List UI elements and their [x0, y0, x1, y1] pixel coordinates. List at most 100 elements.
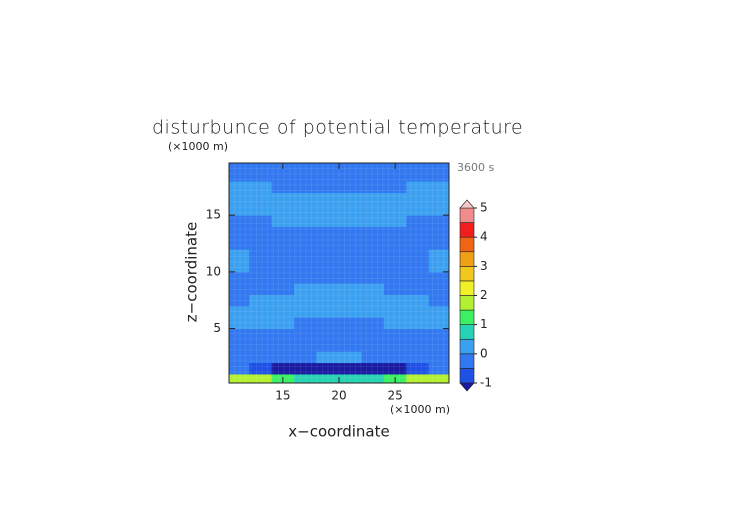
contour-cell: [361, 181, 385, 193]
colorbar-tick-label: 0: [480, 346, 488, 360]
contour-cell: [316, 226, 340, 239]
contour-cell: [229, 362, 250, 375]
contour-cell: [229, 328, 250, 341]
contour-cell: [339, 215, 362, 228]
contour-cell: [294, 339, 318, 352]
contour-cell: [294, 260, 318, 273]
contour-cell: [339, 373, 362, 383]
contour-cell: [271, 215, 295, 228]
contour-cell: [383, 305, 407, 318]
chart-title: disturbunce of potential temperature: [152, 117, 523, 139]
colorbar-segment: [459, 280, 475, 296]
contour-cell: [229, 192, 250, 205]
contour-cell: [249, 373, 273, 383]
contour-cell: [249, 249, 273, 262]
contour-cell: [271, 192, 295, 205]
contour-cell: [428, 373, 449, 383]
contour-cell: [271, 237, 295, 250]
contour-cell: [229, 249, 250, 262]
contour-cell: [361, 215, 385, 228]
contour-cell: [249, 215, 273, 228]
contour-cell: [406, 317, 430, 330]
contour-cell: [361, 260, 385, 273]
contour-cell: [294, 249, 318, 262]
contour-cell: [229, 163, 250, 171]
contour-cell: [229, 283, 250, 296]
contour-cell: [271, 169, 295, 182]
contour-cell: [428, 362, 449, 375]
contour-cell: [406, 249, 430, 262]
contour-cell: [361, 339, 385, 352]
colorbar-segment: [459, 295, 475, 311]
y-unit: (×1000 m): [168, 140, 228, 153]
contour-cell: [271, 271, 295, 284]
contour-cell: [316, 260, 340, 273]
contour-cell: [294, 373, 318, 383]
contour-cell: [316, 192, 340, 205]
contour-cell: [428, 339, 449, 352]
contour-cell: [229, 237, 250, 250]
contour-cell: [294, 294, 318, 307]
contour-cell: [428, 283, 449, 296]
contour-cell: [361, 237, 385, 250]
contour-cell: [406, 362, 430, 375]
contour-cell: [383, 181, 407, 193]
contour-cell: [339, 339, 362, 352]
contour-cell: [361, 328, 385, 341]
contour-cell: [406, 237, 430, 250]
contour-cell: [316, 362, 340, 375]
contour-cell: [428, 351, 449, 364]
contour-cell: [294, 226, 318, 239]
contour-cell: [294, 203, 318, 216]
contour-cell: [294, 271, 318, 284]
contour-cell: [271, 249, 295, 262]
x-tick-label: 15: [275, 389, 290, 403]
contour-cell: [406, 203, 430, 216]
x-tick-label: 20: [331, 389, 346, 403]
contour-cell: [316, 373, 340, 383]
contour-cell: [316, 203, 340, 216]
contour-cell: [428, 328, 449, 341]
contour-cell: [361, 249, 385, 262]
contour-cell: [383, 351, 407, 364]
contour-cell: [361, 305, 385, 318]
contour-cell: [294, 328, 318, 341]
contour-cell: [383, 203, 407, 216]
colorbar-tick-label: 4: [480, 230, 488, 244]
contour-cell: [316, 271, 340, 284]
contour-cell: [406, 163, 430, 171]
contour-cell: [294, 215, 318, 228]
contour-cell: [294, 192, 318, 205]
contour-cell: [339, 294, 362, 307]
contour-cell: [361, 163, 385, 171]
contour-cell: [229, 305, 250, 318]
contour-cell: [383, 339, 407, 352]
contour-cell: [316, 249, 340, 262]
contour-cell: [428, 226, 449, 239]
contour-cell: [406, 169, 430, 182]
x-unit: (×1000 m): [390, 403, 450, 416]
contour-cell: [229, 317, 250, 330]
y-tick-label: 10: [206, 264, 221, 278]
contour-cell: [294, 181, 318, 193]
contour-cell: [229, 203, 250, 216]
contour-cell: [316, 283, 340, 296]
colorbar-tick-label: 2: [480, 288, 488, 302]
contour-cell: [249, 328, 273, 341]
contour-cell: [339, 362, 362, 375]
contour-cell: [339, 283, 362, 296]
contour-cell: [294, 169, 318, 182]
contour-cell: [229, 351, 250, 364]
colorbar-segment: [459, 324, 475, 340]
contour-cell: [294, 351, 318, 364]
contour-cell: [249, 305, 273, 318]
contour-cell: [271, 339, 295, 352]
contour-cell: [383, 192, 407, 205]
contour-cell: [428, 294, 449, 307]
contour-cell: [316, 339, 340, 352]
contour-field: [229, 163, 449, 383]
contour-cell: [294, 237, 318, 250]
colorbar-tick-label: 1: [480, 317, 488, 331]
contour-cell: [229, 181, 250, 193]
contour-cell: [339, 192, 362, 205]
